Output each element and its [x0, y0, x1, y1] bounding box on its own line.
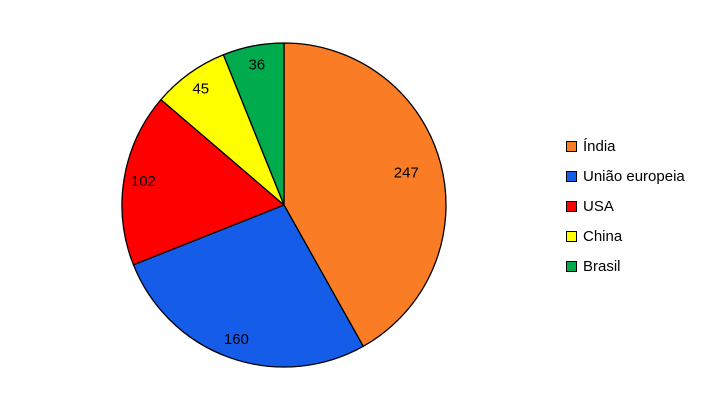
- legend-label-uniao-europeia: União europeia: [583, 167, 685, 185]
- legend-label-china: China: [583, 227, 623, 245]
- pie-slice-brasil: [222, 42, 285, 206]
- legend-swatch-india: [566, 140, 577, 152]
- legend-item-usa: USA: [566, 191, 685, 221]
- legend-label-usa: USA: [583, 197, 614, 215]
- pie-value-label-usa: 102: [131, 173, 156, 190]
- legend-swatch-usa: [566, 200, 577, 212]
- pie-slice-india: [283, 42, 447, 347]
- pie-slice-usa: [121, 98, 285, 266]
- legend-item-india: Índia: [566, 131, 685, 161]
- pie-value-label-brasil: 36: [248, 57, 265, 74]
- legend-swatch-china: [566, 230, 577, 242]
- legend-item-china: China: [566, 221, 685, 251]
- legend-item-brasil: Brasil: [566, 251, 685, 281]
- legend-swatch-uniao-europeia: [566, 170, 577, 182]
- legend-swatch-brasil: [566, 260, 577, 272]
- pie-value-label-india: 247: [394, 165, 419, 182]
- legend-label-brasil: Brasil: [583, 257, 621, 275]
- pie-value-label-uniao-europeia: 160: [224, 331, 249, 348]
- legend-item-uniao-europeia: União europeia: [566, 161, 685, 191]
- pie-slice-uniao-europeia: [132, 204, 364, 368]
- pie-value-label-china: 45: [192, 81, 209, 98]
- legend-label-india: Índia: [583, 137, 616, 155]
- chart-legend: Índia União europeia USA China Brasil: [566, 131, 685, 281]
